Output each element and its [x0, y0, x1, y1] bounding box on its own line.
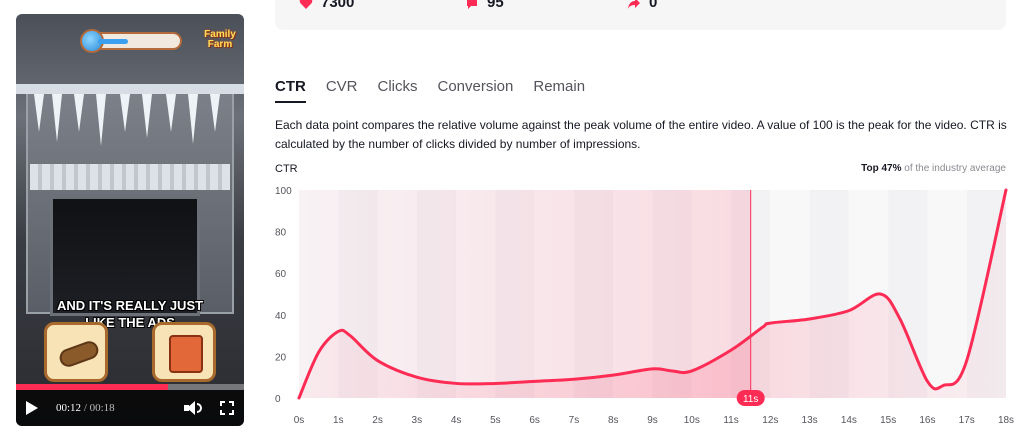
- industry-suffix: of the industry average: [901, 163, 1006, 174]
- x-tick-label: 7s: [569, 415, 580, 426]
- likes-stat: 7300: [299, 0, 354, 11]
- fullscreen-icon[interactable]: [220, 401, 234, 415]
- x-tick-label: 18s: [998, 415, 1014, 426]
- x-tick-label: 3s: [412, 415, 423, 426]
- y-tick-label: 80: [275, 228, 287, 239]
- x-tick-label: 4s: [451, 415, 462, 426]
- duration: / 00:18: [83, 402, 115, 414]
- comments-stat: 95: [465, 0, 504, 11]
- x-tick-label: 12s: [762, 415, 778, 426]
- y-tick-label: 0: [275, 394, 281, 405]
- video-progress-bar[interactable]: [16, 384, 244, 390]
- x-tick-label: 0s: [294, 415, 305, 426]
- book-card: [152, 322, 216, 382]
- x-tick-label: 16s: [919, 415, 935, 426]
- share-icon: [628, 0, 640, 9]
- engagement-stats: 7300 95 0: [275, 0, 1006, 30]
- log-card: [44, 322, 108, 382]
- x-tick-label: 6s: [529, 415, 540, 426]
- x-tick-label: 1s: [333, 415, 344, 426]
- x-tick-label: 15s: [880, 415, 896, 426]
- thermometer-gauge: [80, 29, 182, 53]
- comment-icon: [467, 0, 477, 9]
- industry-benchmark: Top 47% of the industry average: [861, 163, 1006, 174]
- heart-icon: [299, 0, 313, 9]
- y-tick-label: 60: [275, 269, 287, 280]
- x-tick-label: 8s: [608, 415, 619, 426]
- chart-band: [927, 190, 967, 398]
- svg-text:11s: 11s: [743, 394, 758, 405]
- x-tick-label: 9s: [647, 415, 658, 426]
- x-tick-label: 13s: [802, 415, 818, 426]
- ctr-line: [297, 188, 1008, 400]
- metric-tabs: CTR CVR Clicks Conversion Remain: [275, 78, 605, 103]
- chart-y-label: CTR: [275, 163, 298, 175]
- x-tick-label: 14s: [841, 415, 857, 426]
- fireplace-mantle: [16, 84, 244, 94]
- tab-clicks[interactable]: Clicks: [377, 78, 418, 95]
- firebox: [50, 196, 200, 316]
- metric-description: Each data point compares the relative vo…: [275, 118, 1007, 151]
- x-tick-label: 10s: [684, 415, 700, 426]
- video-controls: 00:12 / 00:18: [16, 390, 244, 426]
- tab-cvr[interactable]: CVR: [325, 78, 358, 95]
- log-icon: [57, 338, 101, 370]
- ctr-area: [299, 190, 1006, 398]
- video-time: 00:12 / 00:18: [56, 402, 184, 414]
- x-tick-label: 5s: [490, 415, 501, 426]
- play-icon[interactable]: [26, 401, 38, 415]
- current-time-marker: 11s: [736, 390, 765, 406]
- tab-conversion[interactable]: Conversion: [437, 78, 514, 95]
- icicles: [30, 94, 230, 154]
- tab-remain[interactable]: Remain: [533, 78, 586, 95]
- y-tick-label: 100: [275, 186, 292, 197]
- y-tick-label: 20: [275, 352, 287, 363]
- game-logo: Family Farm: [204, 29, 236, 50]
- video-player[interactable]: Family Farm AND IT'S REALLY JUST LIKE THE…: [16, 14, 244, 426]
- x-tick-label: 17s: [959, 415, 975, 426]
- y-tick-label: 40: [275, 311, 287, 322]
- ctr-chart[interactable]: 0 20 40 60 80 100 0s 1s 2s 3s 4s 5s 6s 7s 8s 9s 10s 11s 1…: [270, 180, 1016, 430]
- industry-rank: Top 47%: [861, 163, 902, 174]
- snow-ledge: [30, 164, 230, 190]
- x-tick-label: 2s: [372, 415, 383, 426]
- current-time: 00:12: [56, 402, 82, 414]
- volume-icon[interactable]: [184, 401, 202, 415]
- tab-ctr[interactable]: CTR: [275, 78, 306, 103]
- x-tick-label: 11s: [723, 415, 738, 426]
- book-icon: [169, 335, 203, 373]
- shares-stat: 0: [627, 0, 657, 11]
